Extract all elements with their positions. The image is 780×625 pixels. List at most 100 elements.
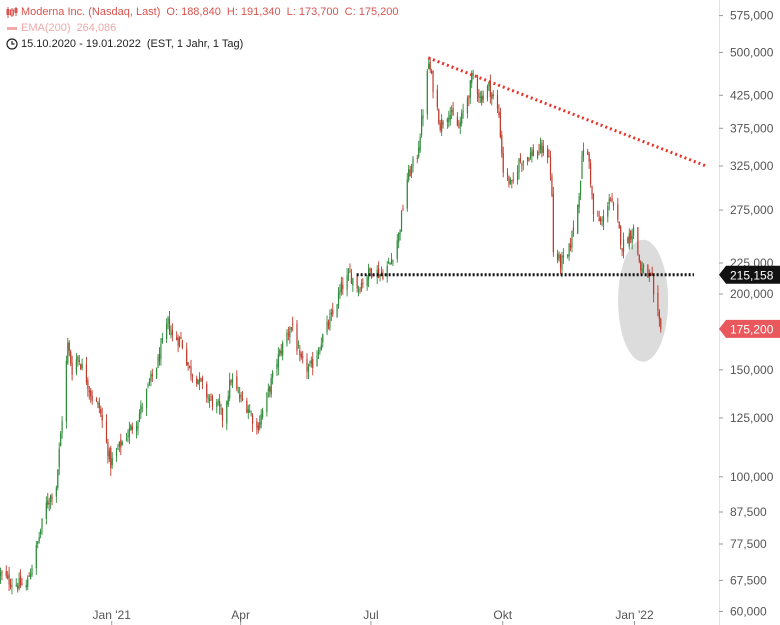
candle <box>379 274 381 282</box>
candle-body <box>601 223 603 225</box>
candle <box>322 333 324 348</box>
candle <box>307 363 310 380</box>
price-badge-shape <box>719 319 780 338</box>
candle-body <box>7 575 9 578</box>
candle <box>111 452 113 469</box>
y-tick-label: 375,000 <box>730 121 774 135</box>
candle-body <box>476 76 479 94</box>
candle-body <box>160 343 162 359</box>
candle <box>41 518 43 535</box>
candle-body <box>27 578 29 587</box>
candle-body <box>115 450 118 456</box>
y-tick-label: 150,000 <box>730 363 774 377</box>
candle-body <box>607 206 609 217</box>
candle <box>150 370 152 387</box>
candle <box>67 337 69 365</box>
candle <box>362 278 364 289</box>
candle <box>509 177 511 185</box>
candle-body <box>572 227 575 231</box>
candle-body <box>549 157 552 174</box>
candle <box>349 263 351 273</box>
candle-body <box>482 95 484 100</box>
candle-body <box>627 237 629 244</box>
y-tick-label: 200,000 <box>730 287 774 301</box>
trendline-resistance <box>427 56 707 168</box>
candle-body <box>259 422 261 429</box>
candle-body <box>519 158 522 162</box>
candle <box>21 577 23 586</box>
candle <box>256 418 258 435</box>
candle <box>19 569 22 589</box>
candle <box>577 204 579 235</box>
candle <box>286 329 288 347</box>
candle-body <box>438 109 440 124</box>
candle-body <box>621 248 623 251</box>
candle-body <box>539 144 542 151</box>
candle-body <box>653 276 655 295</box>
candle <box>151 368 153 382</box>
candle-body <box>280 350 282 354</box>
candle <box>511 179 513 189</box>
candle-body <box>486 86 489 99</box>
candle-body <box>642 265 645 267</box>
candle <box>428 58 430 70</box>
candle-body <box>499 112 501 137</box>
candle <box>57 469 59 491</box>
candle-body <box>29 573 32 580</box>
candle <box>71 355 73 381</box>
price-badge: 175,200 <box>719 319 780 338</box>
candle-body <box>38 537 40 542</box>
candle <box>257 422 259 434</box>
candle-body <box>481 95 483 103</box>
candle-body <box>118 441 120 447</box>
candle <box>632 224 635 240</box>
candle <box>200 377 202 383</box>
candle-body <box>462 111 464 113</box>
candle <box>406 172 408 212</box>
candle <box>117 444 119 451</box>
candle-body <box>81 363 83 368</box>
candle-body <box>406 179 408 209</box>
candle-body <box>282 342 284 356</box>
candle-body <box>378 268 380 278</box>
candle <box>105 414 108 444</box>
candle <box>176 331 178 341</box>
candle <box>127 429 129 443</box>
candle-body <box>610 200 612 202</box>
candle <box>552 186 554 257</box>
candle <box>100 405 102 418</box>
x-tick-label: Jan '22 <box>615 608 654 622</box>
y-tick-label: 125,000 <box>730 411 774 425</box>
candle-body <box>141 407 143 409</box>
candle-body <box>226 401 228 424</box>
candle-body <box>618 221 620 229</box>
legend-ema: EMA(200) 264,086 <box>6 22 122 34</box>
candle <box>522 160 524 171</box>
candle <box>231 373 234 388</box>
candle-body <box>21 583 23 585</box>
candle-body <box>402 208 404 210</box>
candle-body <box>279 349 281 356</box>
x-tick-label: Okt <box>493 608 512 622</box>
candle <box>230 378 232 386</box>
x-tick-label: Jul <box>363 608 378 622</box>
candle-body <box>526 156 529 162</box>
candle-body <box>138 413 141 422</box>
candle <box>498 104 500 118</box>
candle <box>562 248 564 265</box>
candle-body <box>0 572 2 576</box>
y-tick-label: 100,000 <box>730 470 774 484</box>
candle <box>451 105 453 120</box>
candle <box>145 388 148 417</box>
candle <box>177 334 179 353</box>
candle-body <box>270 378 272 395</box>
candle-body <box>541 143 543 154</box>
candle-body <box>420 116 423 136</box>
candle <box>156 367 158 380</box>
candle-body <box>657 292 659 311</box>
candle-body <box>589 163 592 184</box>
candle-body <box>90 390 92 397</box>
candle <box>88 386 90 400</box>
candle <box>187 362 189 371</box>
candle <box>0 567 2 584</box>
